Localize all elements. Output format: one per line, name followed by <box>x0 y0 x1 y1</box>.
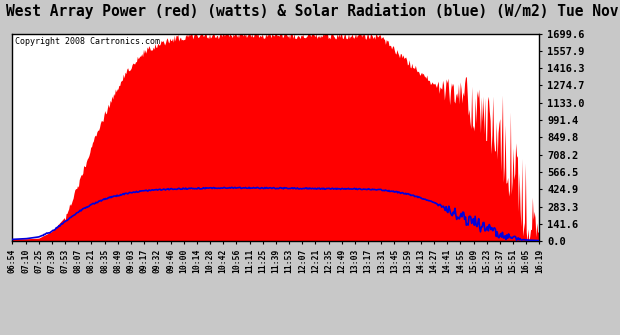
Text: West Array Power (red) (watts) & Solar Radiation (blue) (W/m2) Tue Nov 25 16:24: West Array Power (red) (watts) & Solar R… <box>6 3 620 19</box>
Text: Copyright 2008 Cartronics.com: Copyright 2008 Cartronics.com <box>15 37 160 46</box>
